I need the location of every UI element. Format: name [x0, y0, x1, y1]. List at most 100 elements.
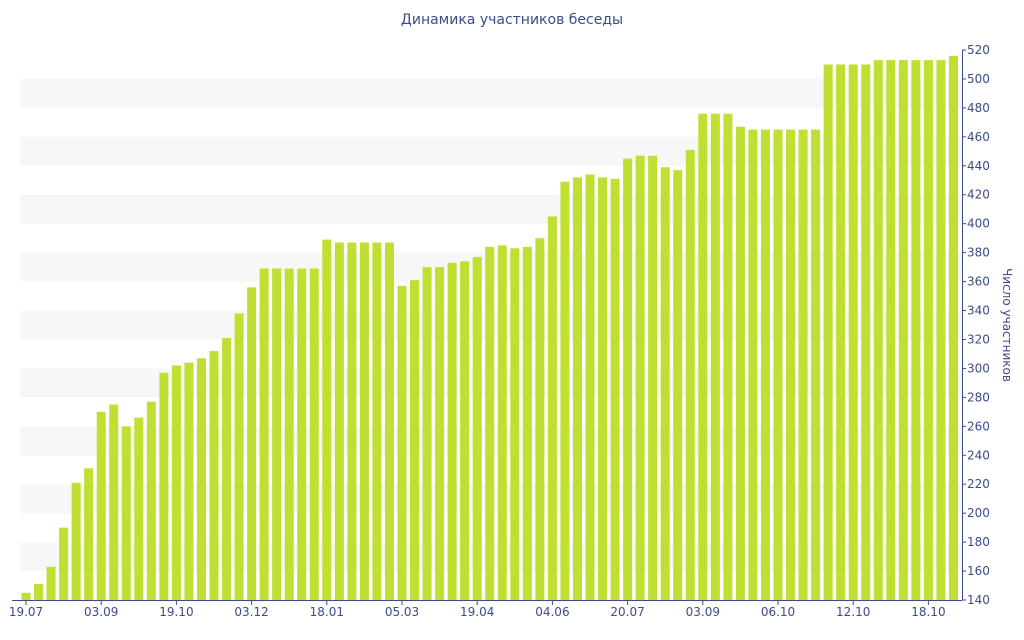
y-axis-label: Число участников	[1000, 268, 1014, 382]
y-tick-label: 340	[967, 304, 990, 318]
x-tick-label: 04.06	[535, 605, 569, 619]
bar	[748, 129, 758, 600]
bar	[384, 242, 394, 600]
bar	[911, 60, 921, 600]
bar	[184, 362, 194, 600]
bar	[710, 113, 720, 601]
bar	[272, 268, 282, 600]
bar	[159, 372, 169, 600]
bar	[309, 268, 319, 600]
bar	[259, 268, 269, 600]
bar	[134, 417, 144, 600]
bar	[773, 129, 783, 600]
bar	[635, 155, 645, 600]
x-tick-label: 06.10	[761, 605, 795, 619]
bar	[222, 338, 232, 600]
bar	[34, 584, 44, 600]
bar	[96, 411, 106, 600]
bar	[660, 167, 670, 600]
bar	[84, 468, 94, 600]
bar	[347, 242, 357, 600]
bar	[547, 216, 557, 600]
bar	[121, 426, 131, 600]
bar	[923, 60, 933, 600]
bar	[610, 178, 620, 600]
x-tick-label: 05.03	[385, 605, 419, 619]
x-tick-label: 19.10	[159, 605, 193, 619]
bar	[71, 482, 81, 600]
y-tick-label: 280	[967, 390, 990, 404]
bar	[284, 268, 294, 600]
bar	[685, 149, 695, 601]
y-tick-label: 460	[967, 130, 990, 144]
x-tick-label: 19.04	[460, 605, 494, 619]
y-tick-label: 480	[967, 101, 990, 115]
bar	[171, 365, 181, 600]
y-tick-label: 260	[967, 419, 990, 433]
bar	[21, 592, 31, 600]
grid-band	[20, 136, 962, 166]
bar	[848, 64, 858, 600]
bar	[46, 566, 56, 600]
y-tick-label: 500	[967, 72, 990, 86]
bar	[698, 113, 708, 601]
y-tick-label: 180	[967, 535, 990, 549]
bar	[146, 401, 156, 600]
x-tick-label: 03.09	[84, 605, 118, 619]
bar	[372, 242, 382, 600]
bar	[297, 268, 307, 600]
bar	[460, 261, 470, 600]
bar	[823, 64, 833, 600]
bar	[485, 246, 495, 600]
bar	[836, 64, 846, 600]
bar	[59, 527, 69, 600]
chart-title: Динамика участников беседы	[400, 12, 624, 28]
y-tick-label: 360	[967, 275, 990, 289]
bar	[497, 245, 507, 601]
bar	[522, 246, 532, 600]
bar	[560, 181, 570, 601]
bar	[535, 238, 545, 600]
bar	[234, 313, 244, 600]
y-tick-label: 520	[967, 43, 990, 57]
grid-band	[20, 78, 962, 108]
x-tick-label: 19.07	[9, 605, 43, 619]
bar	[623, 158, 633, 601]
bar	[334, 242, 344, 600]
bar	[447, 262, 457, 600]
y-tick-label: 200	[967, 506, 990, 520]
x-tick-label: 03.12	[234, 605, 268, 619]
x-tick-label: 03.09	[686, 605, 720, 619]
bar	[936, 60, 946, 600]
y-tick-label: 380	[967, 246, 990, 260]
bar	[798, 129, 808, 600]
bar	[811, 129, 821, 600]
bar	[196, 358, 206, 600]
x-tick-label: 18.10	[911, 605, 945, 619]
bar	[247, 287, 257, 600]
bar	[673, 170, 683, 600]
bar	[648, 155, 658, 600]
bar	[585, 174, 595, 600]
y-tick-label: 160	[967, 564, 990, 578]
bar	[410, 280, 420, 600]
bar	[359, 242, 369, 600]
bar	[572, 177, 582, 601]
y-tick-label: 300	[967, 361, 990, 375]
bar	[322, 239, 332, 600]
y-tick-label: 420	[967, 188, 990, 202]
y-tick-label: 140	[967, 593, 990, 607]
y-tick-label: 220	[967, 477, 990, 491]
x-tick-label: 20.07	[610, 605, 644, 619]
y-tick-label: 400	[967, 217, 990, 231]
y-tick-label: 320	[967, 332, 990, 346]
bar	[948, 55, 958, 600]
bar	[723, 113, 733, 601]
y-tick-label: 440	[967, 159, 990, 173]
bar	[598, 177, 608, 601]
bar	[898, 60, 908, 600]
bar	[886, 60, 896, 600]
bar	[786, 129, 796, 600]
y-tick-label: 240	[967, 448, 990, 462]
